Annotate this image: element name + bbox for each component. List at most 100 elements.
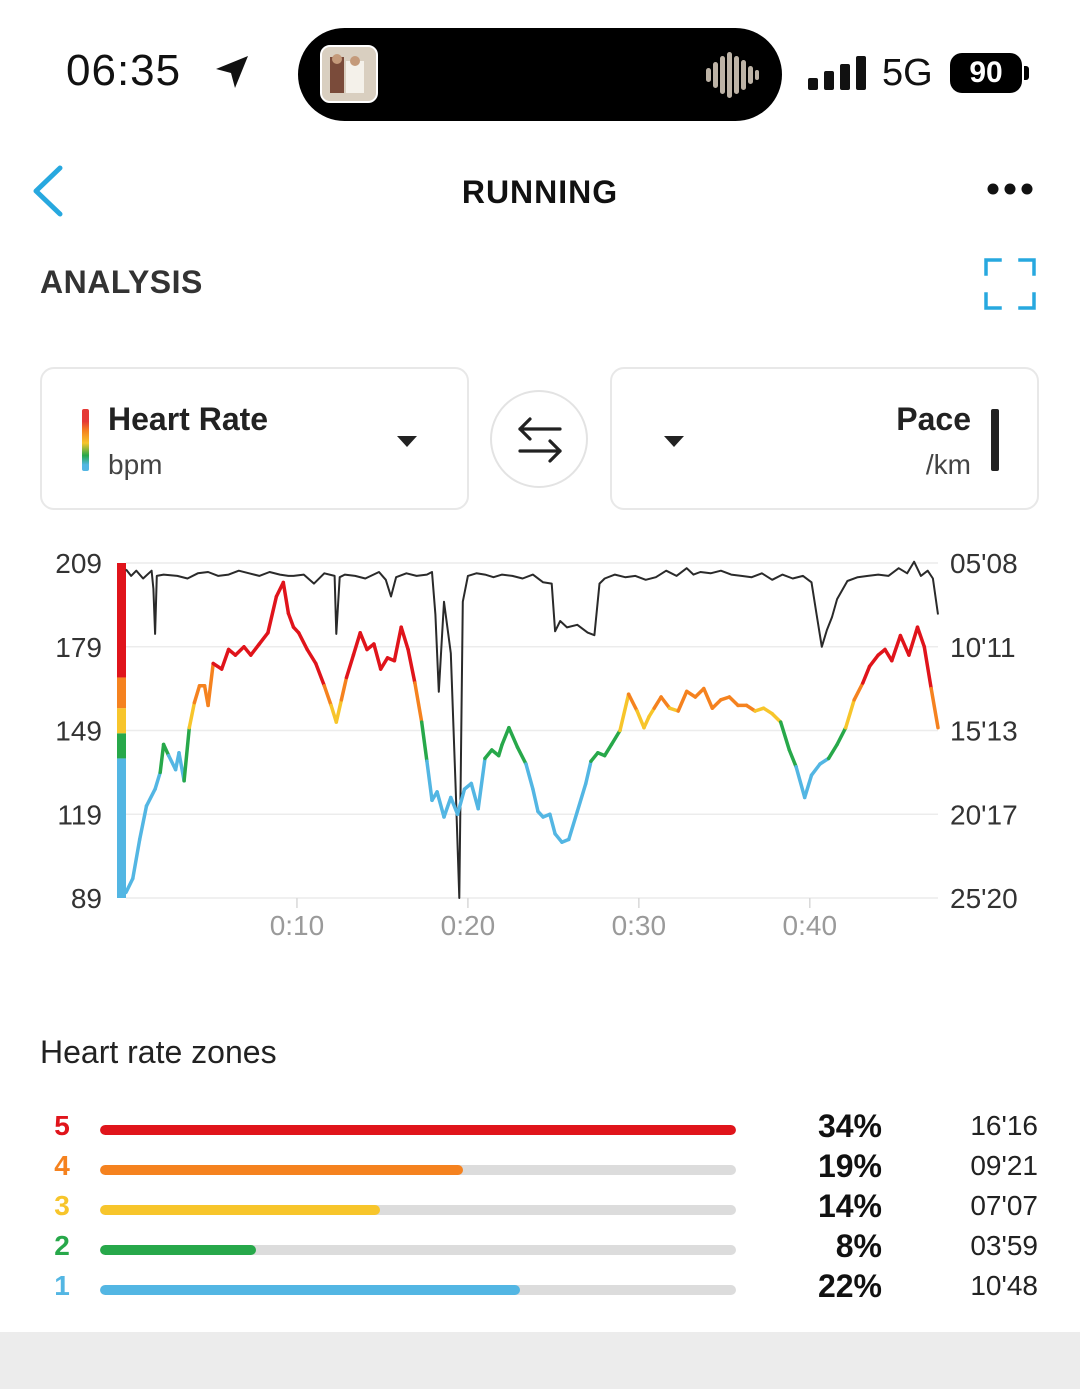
zone-bar-track [100,1205,736,1215]
heart-rate-segment [137,804,149,842]
zone-row-2: 2 8% 03'59 [0,1228,1080,1270]
zone-duration: 09'21 [970,1150,1038,1181]
right-tick-label: 20'17 [950,799,1018,830]
heart-rate-segment [626,692,639,713]
page-title: RUNNING [461,174,619,210]
zone-bar-fill [100,1245,256,1255]
heart-rate-segment [676,689,689,713]
heart-rate-segment [922,645,933,691]
heart-rate-segment [358,631,369,652]
heart-rate-segment [642,714,651,730]
zone-number: 2 [54,1230,70,1261]
heart-rate-segment [399,625,410,652]
right-tick-label: 25'20 [950,883,1018,914]
heart-rate-segment [794,765,807,800]
zone-percent: 14% [817,1188,882,1224]
zone-row-1: 1 22% 10'48 [0,1268,1080,1310]
right-metric-name: Pace [896,401,971,437]
status-time: 06:35 [66,46,182,95]
heart-rate-segment [898,633,911,657]
heart-rate-segment [161,742,171,758]
heart-rate-segment [867,653,880,669]
heart-rate-segment [286,611,296,629]
heart-rate-segment [158,742,166,775]
x-tick-label: 0:10 [270,910,325,941]
heart-rate-segment [351,631,362,657]
zone-bar-fill [100,1125,736,1135]
x-tick-label: 0:20 [441,910,496,941]
zone-bar-fill [100,1205,380,1215]
heart-rate-segment [787,748,798,769]
heart-rate-segment [322,684,333,708]
zone-bar-track [100,1165,736,1175]
heart-rate-segment [144,787,157,808]
x-tick-label: 0:40 [783,910,838,941]
heart-rate-segment [652,695,663,710]
swap-arrows-icon [518,417,562,463]
bottom-bar [0,1332,1080,1389]
zone-percent: 19% [817,1148,882,1184]
heart-rate-segment [483,748,494,761]
analysis-chart[interactable]: 209 05'08 179 10'11 149 15'13 119 20'17 89 25'20 0… [0,530,1080,960]
chevron-down-icon [664,436,684,447]
now-playing-artwork [320,45,378,103]
dynamic-island[interactable] [298,28,782,121]
zone-axis-band-4 [117,677,126,709]
zone-duration: 10'48 [970,1270,1038,1301]
heart-rate-segment [257,631,270,646]
heart-rate-segment [249,642,262,657]
heart-rate-segment [378,656,390,671]
heart-rate-segment [727,695,740,708]
heart-rate-segment [890,633,903,663]
heart-rate-segment [635,709,646,730]
heart-rate-segment [553,832,564,844]
heart-rate-segment [852,681,865,702]
left-metric-selector[interactable]: Heart Rate bpm [40,367,469,510]
zone-number: 1 [54,1270,70,1301]
left-tick-label: 209 [55,548,102,579]
zone-duration: 07'07 [970,1190,1038,1221]
heart-rate-segment [266,594,279,635]
heart-rate-color-legend [82,409,89,471]
zone-row-3: 3 14% 07'07 [0,1188,1080,1230]
heart-rate-segment [710,698,723,710]
heart-rate-segment [929,686,940,730]
x-tick-label: 0:30 [612,910,667,941]
zone-duration: 03'59 [970,1230,1038,1261]
heart-rate-segment [659,695,672,710]
heart-rate-segment [567,809,580,842]
heart-rate-segment [531,787,540,814]
heart-rate-segment [778,720,792,752]
heart-rate-segment [187,700,197,730]
audio-waveform-icon [706,52,759,98]
zones-title: Heart rate zones [40,1034,277,1070]
right-metric-selector[interactable]: Pace /km [610,367,1039,510]
battery-level: 90 [950,53,1022,93]
left-tick-label: 179 [55,632,102,663]
left-tick-label: 89 [71,883,102,914]
heart-rate-segment [425,759,434,803]
swap-axes-button[interactable] [490,390,588,488]
section-title: ANALYSIS [40,264,203,300]
heart-rate-segment [334,698,344,724]
heart-rate-segment [344,653,356,680]
heart-rate-segment [693,686,706,699]
heart-rate-segment [442,795,453,819]
chevron-left-icon[interactable] [30,164,66,218]
zone-percent: 34% [817,1108,882,1144]
heart-rate-segment [584,759,593,786]
heart-rate-segment [496,742,504,758]
heart-rate-segment [392,625,403,663]
zone-bar-track [100,1245,736,1255]
heart-rate-segment [339,675,349,702]
heart-rate-segment [548,812,557,836]
heart-rate-segment [915,625,927,649]
heart-rate-segment [907,625,920,657]
zone-axis-band-5 [117,563,126,678]
heart-rate-segment [702,686,715,710]
fullscreen-icon[interactable] [982,256,1038,312]
heart-rate-segment [575,781,588,814]
heart-rate-segment [419,720,429,763]
more-horizontal-icon[interactable] [986,180,1034,198]
heart-rate-segment [296,631,309,652]
